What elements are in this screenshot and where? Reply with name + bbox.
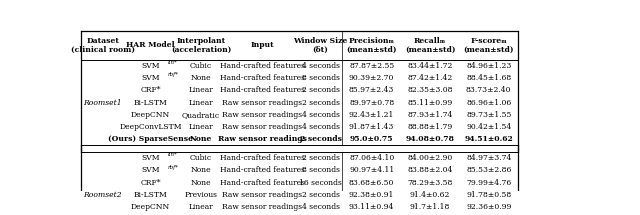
Text: lin*: lin* [168, 60, 178, 65]
Text: Raw sensor readings: Raw sensor readings [222, 191, 302, 199]
Text: 94.51±0.62: 94.51±0.62 [465, 135, 513, 143]
Text: Raw sensor readings: Raw sensor readings [222, 111, 302, 119]
Text: 92.43±1.21: 92.43±1.21 [349, 111, 394, 119]
Text: 82.35±3.08: 82.35±3.08 [408, 86, 453, 94]
Text: 95.0±0.75: 95.0±0.75 [350, 135, 394, 143]
Text: 94.08±0.78: 94.08±0.78 [406, 135, 454, 143]
Text: 2 seconds: 2 seconds [301, 191, 340, 199]
Text: 87.93±1.74: 87.93±1.74 [408, 111, 453, 119]
Text: Hand-crafted features: Hand-crafted features [220, 74, 305, 82]
Text: Linear: Linear [189, 123, 213, 131]
Text: Previous: Previous [184, 191, 218, 199]
Text: Linear: Linear [189, 99, 213, 107]
Text: DeepConvLSTM: DeepConvLSTM [120, 123, 182, 131]
Text: Dataset
(clinical room): Dataset (clinical room) [71, 37, 135, 54]
Text: 85.11±0.99: 85.11±0.99 [408, 99, 453, 107]
Text: Raw sensor readings: Raw sensor readings [218, 135, 307, 143]
Text: 2 seconds: 2 seconds [301, 154, 340, 162]
Text: Bi-LSTM: Bi-LSTM [134, 191, 168, 199]
Text: 89.97±0.78: 89.97±0.78 [349, 99, 394, 107]
Text: SVM: SVM [141, 166, 160, 175]
Text: None: None [191, 74, 211, 82]
Text: 79.99±4.76: 79.99±4.76 [466, 179, 511, 187]
Text: lin*: lin* [168, 152, 178, 157]
Text: 2 seconds: 2 seconds [301, 86, 340, 94]
Text: 2 seconds: 2 seconds [300, 135, 342, 143]
Text: 85.97±2.43: 85.97±2.43 [349, 86, 394, 94]
Text: Raw sensor readings: Raw sensor readings [222, 203, 302, 211]
Text: Recallₘ
(mean±std): Recallₘ (mean±std) [405, 37, 456, 54]
Text: 16 seconds: 16 seconds [299, 179, 342, 187]
Text: 87.06±4.10: 87.06±4.10 [349, 154, 394, 162]
Text: None: None [191, 179, 211, 187]
Text: SVM: SVM [141, 154, 160, 162]
Text: Bi-LSTM: Bi-LSTM [134, 99, 168, 107]
Text: 84.97±3.74: 84.97±3.74 [466, 154, 511, 162]
Text: Raw sensor readings: Raw sensor readings [222, 99, 302, 107]
Text: Linear: Linear [189, 86, 213, 94]
Text: 90.97±4.11: 90.97±4.11 [349, 166, 394, 175]
Text: CRF*: CRF* [140, 179, 161, 187]
Text: SVM: SVM [141, 74, 160, 82]
Text: Hand-crafted features: Hand-crafted features [220, 86, 305, 94]
Text: 83.88±2.04: 83.88±2.04 [408, 166, 453, 175]
Text: 4 seconds: 4 seconds [301, 203, 340, 211]
Text: 88.88±1.79: 88.88±1.79 [408, 123, 453, 131]
Text: Window Size
(δt): Window Size (δt) [293, 37, 348, 54]
Text: 87.42±1.42: 87.42±1.42 [408, 74, 453, 82]
Text: 92.38±0.91: 92.38±0.91 [349, 191, 394, 199]
Text: Cubic: Cubic [190, 62, 212, 70]
Text: Linear: Linear [189, 203, 213, 211]
Text: 78.29±3.58: 78.29±3.58 [408, 179, 453, 187]
Text: 83.44±1.72: 83.44±1.72 [408, 62, 453, 70]
Text: DeepCNN: DeepCNN [131, 111, 170, 119]
Text: 4 seconds: 4 seconds [301, 111, 340, 119]
Text: 83.73±2.40: 83.73±2.40 [466, 86, 511, 94]
Text: (Ours) SparseSense: (Ours) SparseSense [108, 135, 193, 143]
Text: Roomset2: Roomset2 [83, 191, 122, 199]
Text: 87.87±2.55: 87.87±2.55 [349, 62, 394, 70]
Text: 93.11±0.94: 93.11±0.94 [349, 203, 394, 211]
Text: 4 seconds: 4 seconds [301, 123, 340, 131]
Text: Hand-crafted features: Hand-crafted features [220, 154, 305, 162]
Text: DeepCNN: DeepCNN [131, 203, 170, 211]
Text: HAR Model: HAR Model [126, 41, 175, 49]
Text: 84.00±2.90: 84.00±2.90 [408, 154, 453, 162]
Text: Precisionₘ
(mean±std): Precisionₘ (mean±std) [346, 37, 397, 54]
Text: 2 seconds: 2 seconds [301, 99, 340, 107]
Text: None: None [191, 166, 211, 175]
Text: 86.96±1.06: 86.96±1.06 [466, 99, 511, 107]
Text: 91.78±0.58: 91.78±0.58 [466, 191, 511, 199]
Text: Hand-crafted features: Hand-crafted features [220, 62, 305, 70]
Text: rbf*: rbf* [168, 164, 179, 170]
Text: Input: Input [250, 41, 274, 49]
Text: SVM: SVM [141, 62, 160, 70]
Text: 92.36±0.99: 92.36±0.99 [466, 203, 511, 211]
Text: Hand-crafted features: Hand-crafted features [220, 179, 305, 187]
Text: 8 seconds: 8 seconds [301, 166, 340, 175]
Text: F-scoreₘ
(mean±std): F-scoreₘ (mean±std) [463, 37, 514, 54]
Text: 91.4±0.62: 91.4±0.62 [410, 191, 451, 199]
Text: None: None [190, 135, 212, 143]
Text: 91.87±1.43: 91.87±1.43 [349, 123, 394, 131]
Text: 90.42±1.54: 90.42±1.54 [466, 123, 511, 131]
Text: 84.96±1.23: 84.96±1.23 [466, 62, 511, 70]
Text: CRF*: CRF* [140, 86, 161, 94]
Text: 91.7±1.18: 91.7±1.18 [410, 203, 451, 211]
Text: rbf*: rbf* [168, 72, 179, 77]
Text: 85.53±2.86: 85.53±2.86 [466, 166, 511, 175]
Text: 89.73±1.55: 89.73±1.55 [466, 111, 511, 119]
Text: 8 seconds: 8 seconds [301, 74, 340, 82]
Text: Raw sensor readings: Raw sensor readings [222, 123, 302, 131]
Text: Interpolant
(acceleration): Interpolant (acceleration) [171, 37, 231, 54]
Text: Hand-crafted features: Hand-crafted features [220, 166, 305, 175]
Text: 4 seconds: 4 seconds [301, 62, 340, 70]
Text: Quadratic: Quadratic [182, 111, 220, 119]
Text: 88.45±1.68: 88.45±1.68 [466, 74, 511, 82]
Text: 83.68±6.50: 83.68±6.50 [349, 179, 394, 187]
Text: 90.39±2.70: 90.39±2.70 [349, 74, 394, 82]
Text: Cubic: Cubic [190, 154, 212, 162]
Text: Roomset1: Roomset1 [83, 99, 122, 107]
